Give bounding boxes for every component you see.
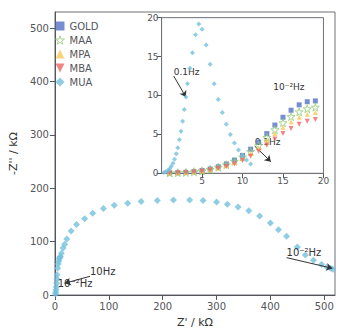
svg-text:10⁻²Hz: 10⁻²Hz: [287, 247, 322, 258]
svg-text:5: 5: [153, 129, 159, 139]
svg-text:100: 100: [30, 236, 49, 247]
svg-text:15: 15: [277, 176, 288, 186]
svg-text:15: 15: [147, 52, 158, 62]
svg-text:5: 5: [199, 176, 205, 186]
svg-text:100: 100: [99, 301, 118, 312]
svg-text:0: 0: [153, 168, 159, 178]
svg-text:MPA: MPA: [70, 49, 91, 60]
svg-text:10⁻²Hz: 10⁻²Hz: [58, 278, 93, 289]
svg-text:10⁻²Hz: 10⁻²Hz: [273, 82, 305, 92]
svg-text:200: 200: [153, 301, 172, 312]
svg-text:200: 200: [30, 183, 49, 194]
svg-text:0: 0: [43, 290, 49, 301]
svg-text:400: 400: [30, 76, 49, 87]
svg-text:MBA: MBA: [70, 63, 92, 74]
svg-text:MAA: MAA: [70, 35, 93, 46]
svg-text:500: 500: [315, 301, 334, 312]
svg-text:Z' / kΩ: Z' / kΩ: [177, 316, 213, 329]
svg-text:10: 10: [147, 90, 159, 100]
svg-text:0.1Hz: 0.1Hz: [174, 67, 200, 77]
svg-text:0: 0: [52, 301, 58, 312]
svg-text:GOLD: GOLD: [70, 21, 99, 32]
svg-text:MUA: MUA: [70, 77, 93, 88]
svg-text:300: 300: [30, 129, 49, 140]
svg-text:500: 500: [30, 23, 49, 34]
svg-text:300: 300: [207, 301, 226, 312]
svg-text:10: 10: [237, 176, 249, 186]
svg-text:10Hz: 10Hz: [90, 266, 116, 277]
svg-text:20: 20: [318, 176, 330, 186]
svg-text:400: 400: [261, 301, 280, 312]
svg-text:-Z'' / kΩ: -Z'' / kΩ: [7, 132, 20, 175]
svg-text:20: 20: [147, 13, 159, 23]
